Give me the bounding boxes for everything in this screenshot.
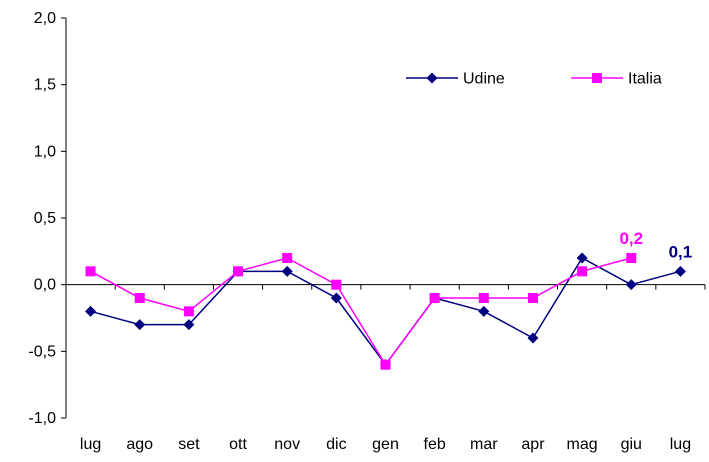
legend-marker bbox=[426, 72, 438, 84]
data-point-udine bbox=[625, 279, 637, 291]
legend-label: Udine bbox=[463, 71, 505, 88]
data-point-udine bbox=[281, 265, 293, 277]
data-point-udine bbox=[576, 252, 588, 264]
y-tick-label: 2,0 bbox=[34, 10, 56, 27]
x-tick-label: set bbox=[178, 436, 200, 453]
data-point-italia bbox=[527, 293, 538, 303]
legend-item-italia: Italia bbox=[571, 71, 662, 88]
data-point-udine bbox=[85, 305, 97, 317]
x-tick-label: ott bbox=[229, 436, 247, 453]
legend-marker bbox=[592, 73, 602, 83]
legend-label: Italia bbox=[628, 71, 662, 88]
data-point-udine bbox=[134, 319, 146, 331]
y-tick-label: 1,0 bbox=[34, 143, 56, 160]
y-tick-label: -1,0 bbox=[28, 410, 56, 427]
data-label: 0,1 bbox=[669, 242, 693, 261]
y-tick-label: 0,5 bbox=[34, 210, 56, 227]
x-tick-label: gen bbox=[372, 436, 399, 453]
data-point-italia bbox=[85, 266, 96, 277]
x-tick-label: ago bbox=[126, 436, 153, 453]
data-point-udine bbox=[478, 305, 490, 317]
data-point-udine bbox=[330, 292, 342, 304]
series-udine bbox=[85, 252, 686, 371]
x-tick-label: mag bbox=[567, 436, 598, 453]
legend-item-udine: Udine bbox=[406, 71, 505, 88]
chart-series bbox=[85, 252, 686, 371]
data-point-udine bbox=[527, 332, 539, 344]
x-tick-label: feb bbox=[424, 436, 446, 453]
data-point-udine bbox=[674, 265, 686, 277]
data-point-italia bbox=[380, 359, 391, 370]
data-point-italia bbox=[429, 293, 440, 303]
series-line-udine bbox=[90, 257, 681, 366]
data-point-italia bbox=[626, 253, 637, 263]
x-tick-label: lug bbox=[670, 436, 691, 453]
x-tick-label: mar bbox=[470, 436, 498, 453]
x-tick-label: dic bbox=[326, 436, 346, 453]
x-tick-label: lug bbox=[80, 436, 101, 453]
data-point-udine bbox=[183, 319, 195, 331]
series-line-italia bbox=[90, 257, 632, 367]
y-tick-label: -0,5 bbox=[28, 343, 56, 360]
data-point-italia bbox=[233, 266, 244, 277]
x-tick-label: nov bbox=[274, 436, 300, 453]
series-italia bbox=[85, 253, 637, 370]
chart-legend: Udine Italia bbox=[406, 71, 662, 88]
data-point-italia bbox=[183, 306, 194, 317]
data-point-italia bbox=[331, 279, 342, 290]
y-tick-label: 1,5 bbox=[34, 77, 56, 94]
data-point-italia bbox=[577, 266, 588, 277]
data-label: 0,2 bbox=[619, 229, 643, 248]
chart-axes: -1,0 -0,5 0,0 0,5 1,0 1,5 2,0 lug ago set ott nov di… bbox=[28, 10, 706, 453]
x-tick-label: apr bbox=[521, 436, 545, 453]
chart-annotations: 0,2 0,1 bbox=[619, 229, 692, 261]
data-point-italia bbox=[134, 293, 145, 303]
data-point-italia bbox=[282, 253, 293, 263]
x-tick-label: giu bbox=[621, 436, 642, 453]
y-tick-label: 0,0 bbox=[34, 277, 56, 294]
data-point-italia bbox=[478, 293, 489, 303]
